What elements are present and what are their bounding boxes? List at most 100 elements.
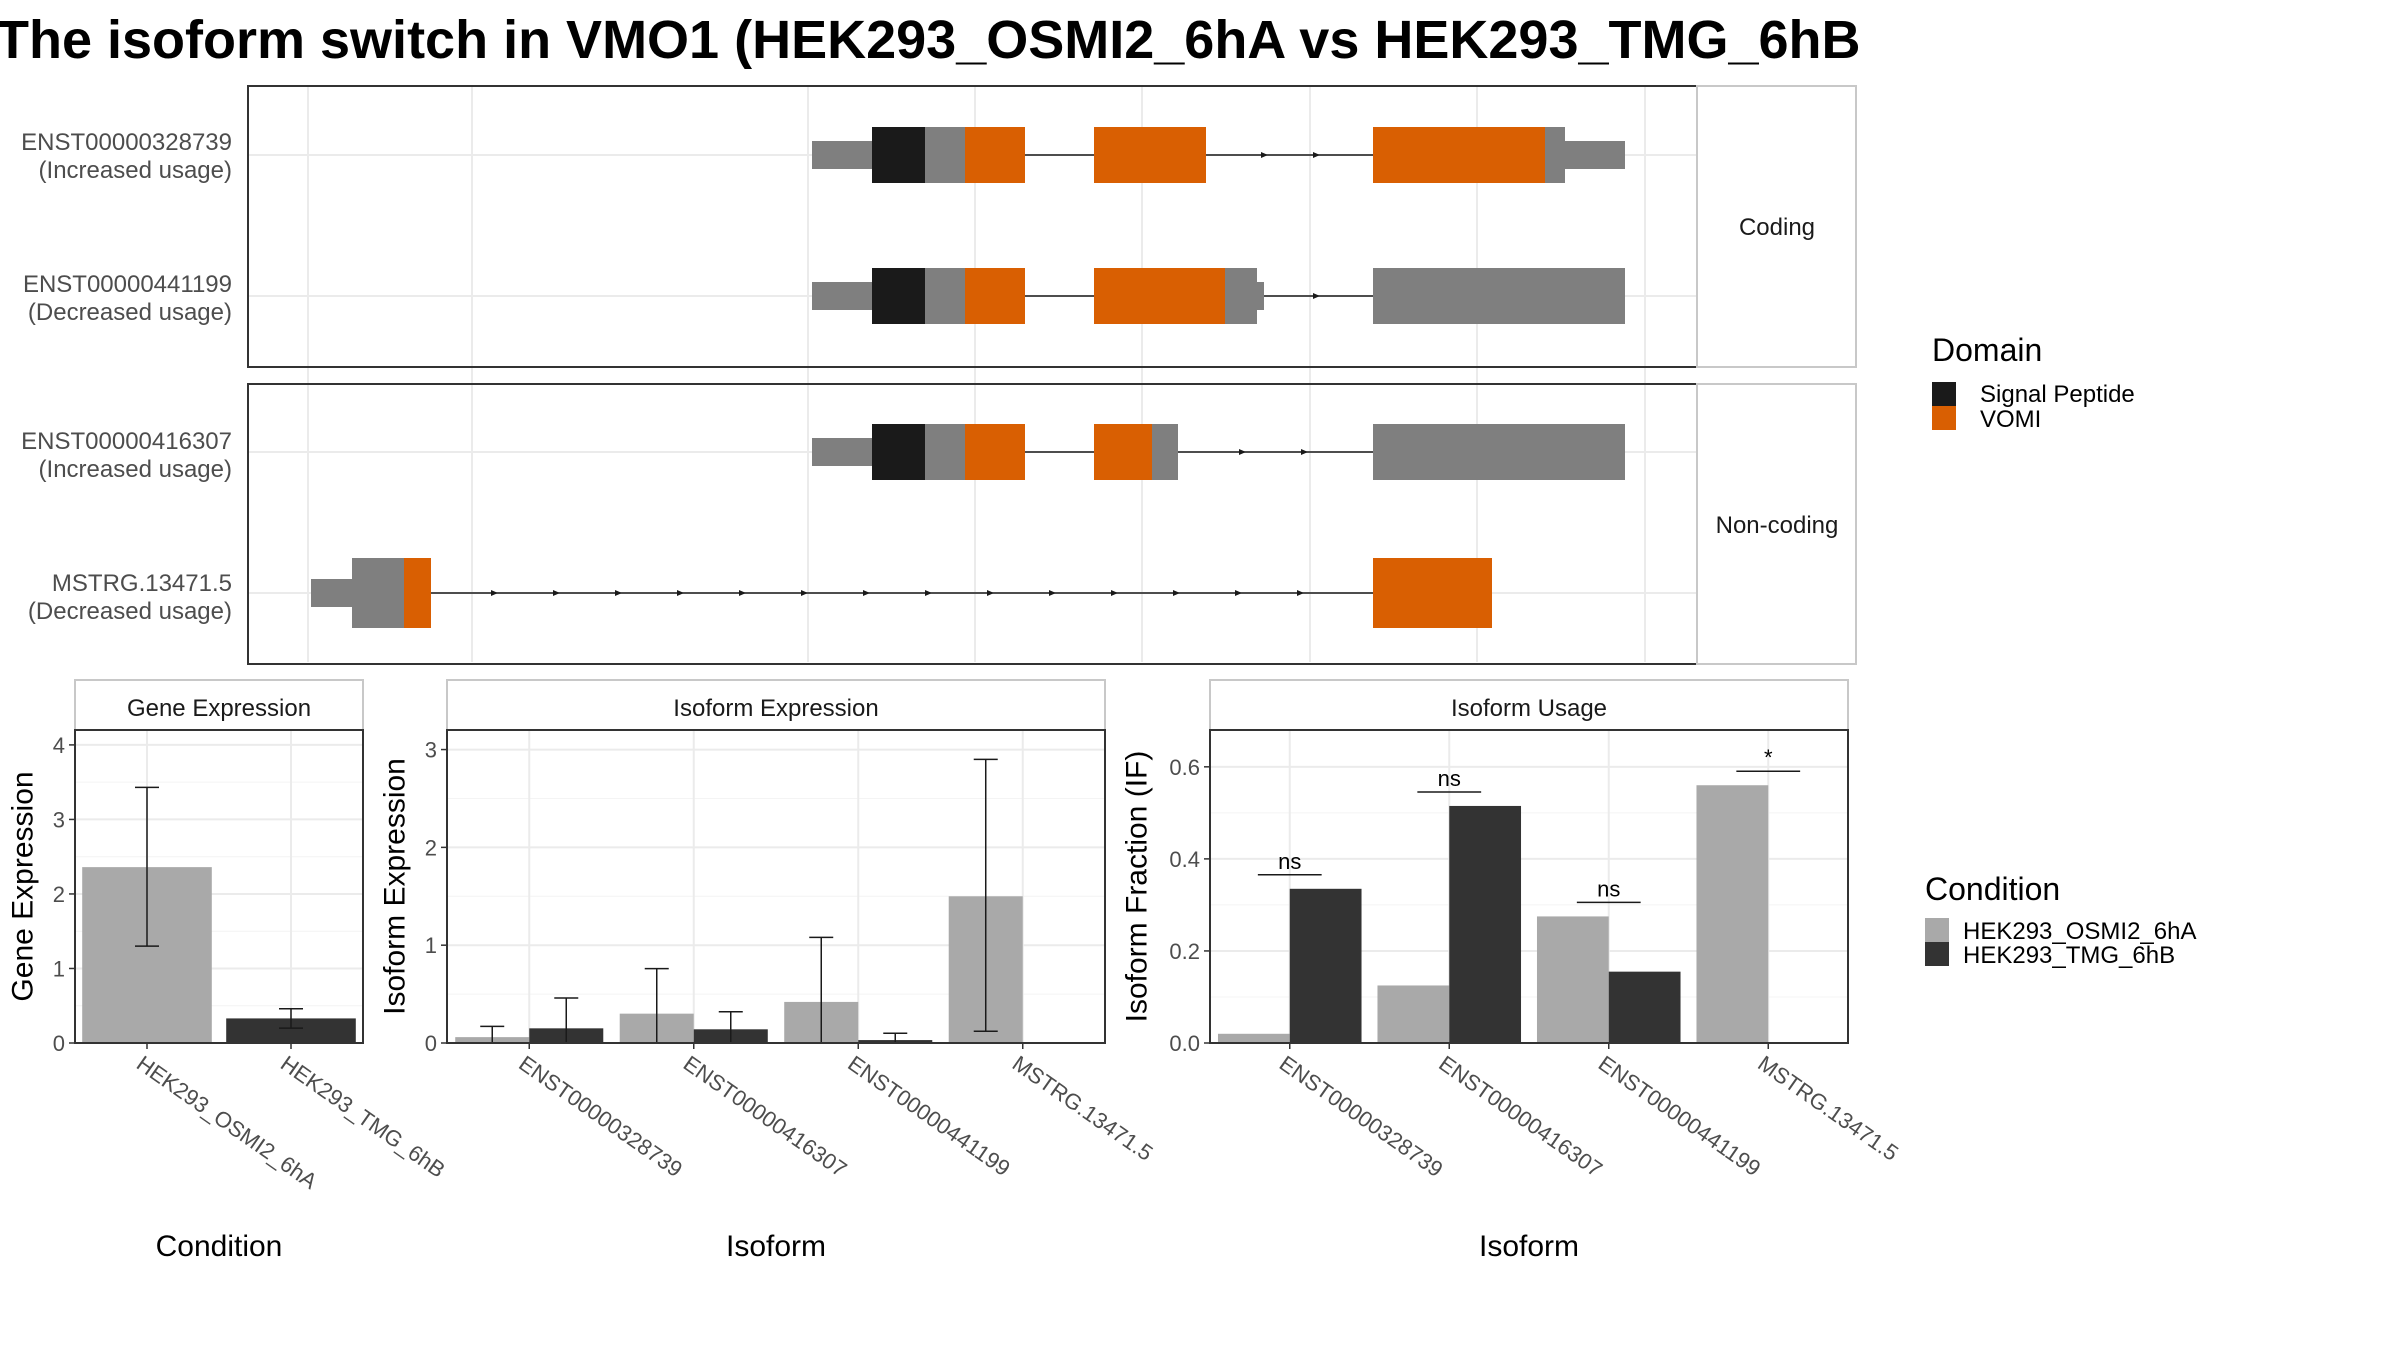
domain-legend-title: Domain bbox=[1932, 332, 2042, 368]
intron-arrow-icon bbox=[1297, 590, 1304, 596]
bar bbox=[1377, 985, 1450, 1043]
vomi-domain bbox=[1373, 127, 1545, 183]
vomi-domain bbox=[404, 558, 431, 628]
chart-isoform-expression: Isoform Expression0123ENST00000328739ENS… bbox=[379, 679, 1158, 1263]
x-axis-title: Condition bbox=[156, 1230, 283, 1263]
legend-label-cond-b: HEK293_TMG_6hB bbox=[1963, 942, 2175, 969]
panel-border bbox=[446, 729, 1106, 1044]
y-tick-label: 3 bbox=[53, 807, 65, 832]
transcript-id-label: ENST00000416307 bbox=[21, 428, 232, 455]
legend-swatch-signal-peptide bbox=[1932, 382, 1956, 406]
y-tick-label: 0.4 bbox=[1169, 847, 1200, 872]
bar bbox=[1536, 916, 1609, 1043]
legend-label-cond-a: HEK293_OSMI2_6hA bbox=[1963, 918, 2196, 945]
y-tick-label: 2 bbox=[425, 835, 437, 860]
y-tick-label: 2 bbox=[53, 882, 65, 907]
exon bbox=[1398, 424, 1625, 480]
vomi-domain bbox=[965, 268, 1025, 324]
legend-label-vomi: VOMI bbox=[1980, 406, 2041, 433]
exon bbox=[812, 282, 872, 310]
intron-arrow-icon bbox=[553, 590, 560, 596]
x-tick-label: MSTRG.13471.5 bbox=[1008, 1051, 1158, 1166]
intron-arrow-icon bbox=[1111, 590, 1118, 596]
signal-peptide bbox=[872, 424, 925, 480]
intron-arrow-icon bbox=[925, 590, 932, 596]
legend-swatch-cond-b bbox=[1925, 942, 1949, 966]
exon bbox=[925, 424, 965, 480]
y-tick-label: 0.2 bbox=[1169, 939, 1200, 964]
exon bbox=[1545, 127, 1565, 183]
condition-legend: Condition HEK293_OSMI2_6hA HEK293_TMG_6h… bbox=[1925, 871, 2196, 969]
intron-arrow-icon bbox=[677, 590, 684, 596]
intron-arrow-icon bbox=[1313, 152, 1320, 158]
exon bbox=[311, 579, 352, 607]
vomi-domain bbox=[1094, 424, 1152, 480]
condition-legend-title: Condition bbox=[1925, 871, 2060, 907]
significance-label: ns bbox=[1597, 876, 1620, 901]
y-axis-title: Isoform Fraction (IF) bbox=[1121, 751, 1154, 1023]
vomi-domain bbox=[1094, 127, 1206, 183]
exon bbox=[812, 141, 872, 169]
y-tick-label: 3 bbox=[425, 738, 437, 763]
bar bbox=[1608, 971, 1681, 1043]
transcript-id-label: ENST00000328739 bbox=[21, 129, 232, 156]
intron-arrow-icon bbox=[801, 590, 808, 596]
x-tick-label: ENST00000328739 bbox=[1275, 1051, 1448, 1182]
x-tick-label: ENST00000416307 bbox=[1434, 1051, 1607, 1182]
intron-arrow-icon bbox=[863, 590, 870, 596]
exon bbox=[1225, 268, 1257, 324]
legend-label-signal-peptide: Signal Peptide bbox=[1980, 381, 2135, 408]
facet-strip-coding bbox=[1696, 85, 1857, 368]
intron-arrow-icon bbox=[987, 590, 994, 596]
facet-label-coding: Coding bbox=[1739, 214, 1815, 241]
bar bbox=[1289, 888, 1362, 1043]
intron-arrow-icon bbox=[615, 590, 622, 596]
x-axis-title: Isoform bbox=[1479, 1230, 1579, 1263]
bar bbox=[1696, 785, 1769, 1043]
panel-border bbox=[1209, 729, 1849, 1044]
x-tick-label: MSTRG.13471.5 bbox=[1753, 1051, 1903, 1166]
panel-title: Gene Expression bbox=[127, 695, 311, 722]
transcript-ENST00000441199 bbox=[812, 268, 1625, 324]
intron-arrow-icon bbox=[1261, 152, 1268, 158]
y-tick-label: 1 bbox=[53, 956, 65, 981]
exon bbox=[812, 438, 872, 466]
transcript-usage-label: (Increased usage) bbox=[39, 157, 232, 184]
significance-label: ns bbox=[1278, 849, 1301, 874]
significance-label: ns bbox=[1438, 766, 1461, 791]
transcript-usage-label: (Decreased usage) bbox=[28, 299, 232, 326]
y-axis-title: Gene Expression bbox=[7, 771, 40, 1001]
transcript-MSTRG.13471.5 bbox=[311, 558, 1492, 628]
panel-title: Isoform Expression bbox=[673, 695, 878, 722]
vomi-domain bbox=[1373, 558, 1492, 628]
domain-legend: Domain Signal Peptide VOMI bbox=[1932, 332, 2135, 433]
y-tick-label: 4 bbox=[53, 733, 65, 758]
transcript-structure-panel: Coding Non-coding ENST00000328739 (Incre… bbox=[21, 85, 1857, 665]
intron-arrow-icon bbox=[1173, 590, 1180, 596]
exon bbox=[352, 558, 404, 628]
y-tick-label: 0 bbox=[425, 1031, 437, 1056]
x-tick-label: ENST00000416307 bbox=[679, 1051, 852, 1182]
chart-isoform-usage: Isoform Usage 0.0 0.2 0.4 0.6 ns ns ns * ENST0000… bbox=[1121, 679, 1903, 1263]
exon bbox=[925, 268, 965, 324]
transcript-id-label: MSTRG.13471.5 bbox=[52, 570, 232, 597]
y-tick-label: 0.6 bbox=[1169, 755, 1200, 780]
panel-strip bbox=[74, 679, 364, 731]
panel-border bbox=[74, 729, 364, 1044]
y-axis-title: Isoform Expression bbox=[379, 758, 412, 1015]
transcript-usage-label: (Increased usage) bbox=[39, 456, 232, 483]
intron-arrow-icon bbox=[491, 590, 498, 596]
panel-title: Isoform Usage bbox=[1451, 695, 1607, 722]
exon bbox=[1152, 424, 1178, 480]
intron-arrow-icon bbox=[1301, 449, 1308, 455]
intron-arrow-icon bbox=[1239, 449, 1246, 455]
transcript-id-label: ENST00000441199 bbox=[23, 271, 232, 298]
x-axis-title: Isoform bbox=[726, 1230, 826, 1263]
y-tick-label: 0.0 bbox=[1169, 1031, 1200, 1056]
bar-charts: Gene Expression01234HEK293_OSMI2_6hAHEK2… bbox=[7, 679, 1903, 1263]
exon bbox=[1373, 268, 1625, 324]
intron-arrow-icon bbox=[1235, 590, 1242, 596]
y-tick-label: 1 bbox=[425, 933, 437, 958]
intron-arrow-icon bbox=[1049, 590, 1056, 596]
figure-title: The isoform switch in VMO1 (HEK293_OSMI2… bbox=[0, 10, 1861, 70]
